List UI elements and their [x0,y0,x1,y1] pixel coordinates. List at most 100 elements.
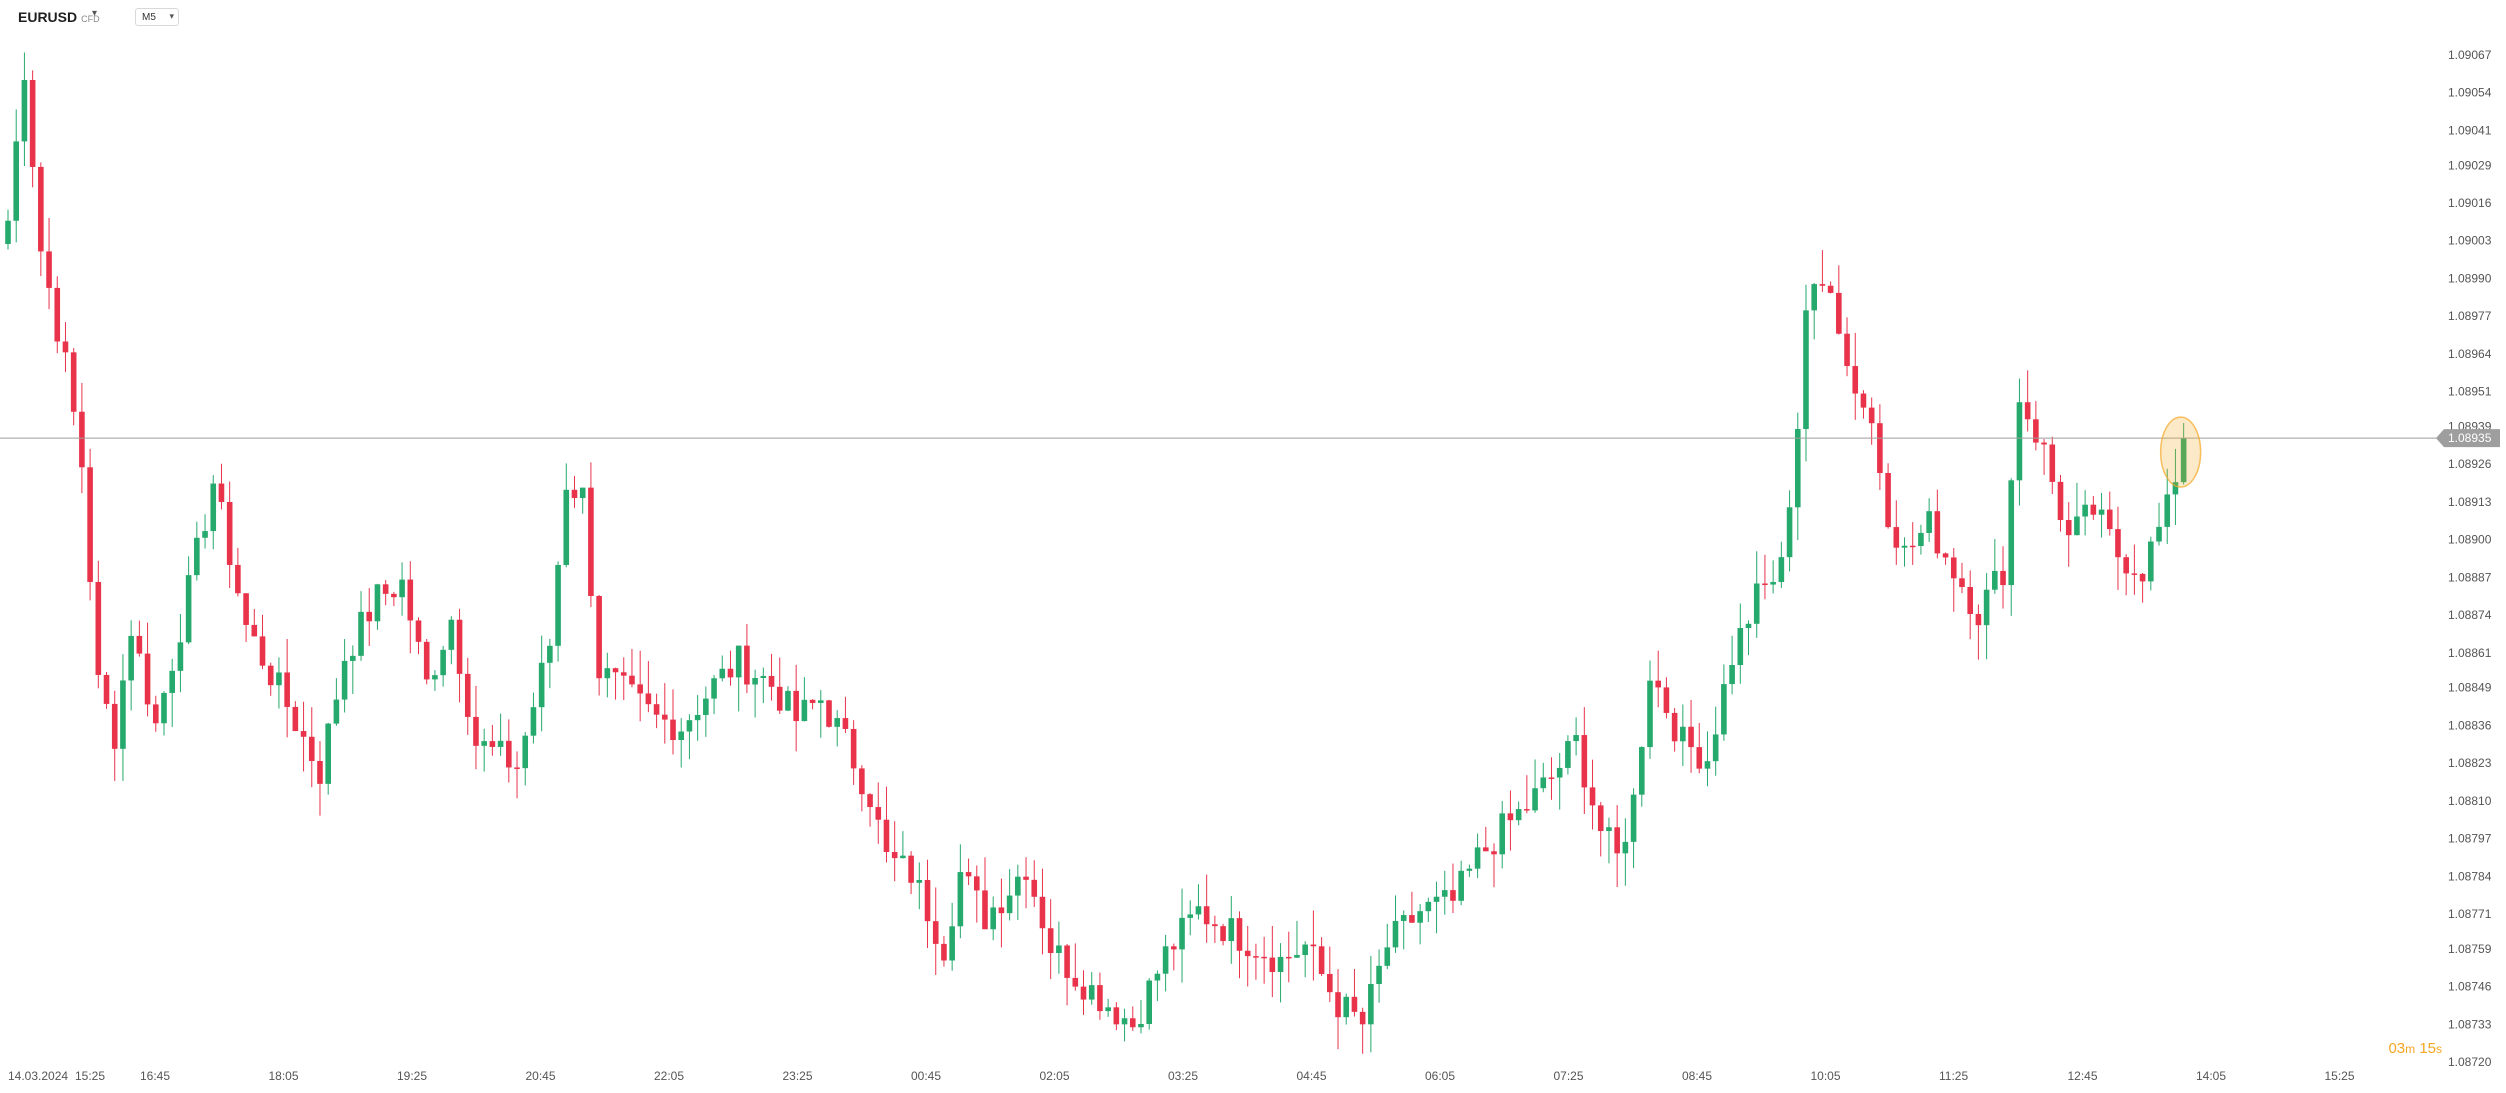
candle [859,768,865,795]
candle [38,166,44,252]
candle [1129,1018,1136,1028]
candle [366,611,373,622]
candle [1392,920,1399,948]
candle [1959,578,1965,587]
y-tick-label: 1.08771 [2448,907,2492,921]
candle [1088,985,1095,1000]
candle [653,704,660,715]
candle [1244,950,1251,957]
candle [1343,996,1350,1018]
candle [1499,813,1506,855]
candle [300,731,307,737]
x-tick-label: 19:25 [397,1069,427,1083]
y-tick-label: 1.08977 [2448,309,2492,323]
candle [2131,573,2138,575]
candle [1712,734,1719,762]
candle [202,531,208,538]
candle [1179,917,1185,950]
candle [374,584,381,622]
symbol-dropdown-icon[interactable]: ▾ [92,8,98,19]
y-tick-label: 1.08746 [2448,980,2492,994]
candle [826,700,832,727]
candle [79,411,85,468]
candle [1294,955,1300,958]
candle [136,635,143,654]
candle [1663,687,1670,713]
candle [169,670,175,693]
candle [440,649,446,676]
candle [1121,1018,1128,1025]
countdown-seconds-unit: s [2436,1042,2442,1056]
candle [809,699,816,703]
candle [1269,957,1276,972]
y-tick-label: 1.09054 [2448,86,2492,100]
y-tick-label: 1.08810 [2448,794,2492,808]
candle [218,483,225,503]
candle [87,467,93,582]
candle [2057,481,2064,521]
candle [2024,402,2031,420]
candle [194,537,200,576]
candle [579,487,586,499]
y-tick-label: 1.08964 [2448,347,2492,361]
candle [785,690,791,711]
bar-countdown: 03m 15s [2388,1040,2442,1057]
candle [2090,504,2097,515]
x-tick-label: 18:05 [269,1069,299,1083]
candle [768,675,775,687]
candle [744,645,750,685]
candle [982,890,988,930]
symbol-label[interactable]: EURUSD CFD [18,9,100,25]
candle [1409,915,1415,923]
x-tick-label: 10:05 [1811,1069,1841,1083]
candle [612,668,619,673]
candle [908,855,914,883]
candle [1614,827,1620,854]
candle [1737,628,1744,666]
candle [1171,946,1177,950]
candle [1228,918,1235,942]
candle [547,645,553,663]
x-tick-label: 08:45 [1682,1069,1712,1083]
candle [727,668,734,678]
candle [62,341,69,353]
symbol-type: CFD [81,14,100,24]
candle [1688,726,1694,748]
y-tick-label: 1.08887 [2448,570,2492,584]
candle [350,655,356,661]
candle [735,645,742,678]
candle [54,287,61,342]
candle [1425,901,1432,912]
candle [1138,1023,1144,1028]
candle [1466,868,1473,871]
chart-toolbar: EURUSD CFD ▾ M5 ▾ [0,0,2506,36]
timeframe-select[interactable]: M5 ▾ [135,8,179,26]
candle [793,690,799,722]
x-tick-label: 20:45 [526,1069,556,1083]
candle [1376,965,1382,985]
candle [1253,956,1259,958]
candle [1507,813,1514,821]
candle [834,718,841,727]
candle [5,220,11,244]
candle [850,728,857,769]
candle [1105,1007,1111,1012]
candle [1877,423,1883,473]
candle [243,593,249,625]
candle [916,879,923,883]
candle [1909,545,1916,548]
candle [1203,906,1210,925]
candle [867,794,873,808]
candle [2041,442,2047,445]
candle [703,698,709,715]
y-tick-label: 1.08784 [2448,869,2492,883]
candle [1630,794,1637,842]
candle [1327,973,1333,993]
candle [1515,809,1522,821]
candle [1844,333,1850,367]
candle [1794,428,1801,508]
candle [1581,735,1588,788]
candle [1868,407,1875,424]
candle [1532,788,1538,811]
